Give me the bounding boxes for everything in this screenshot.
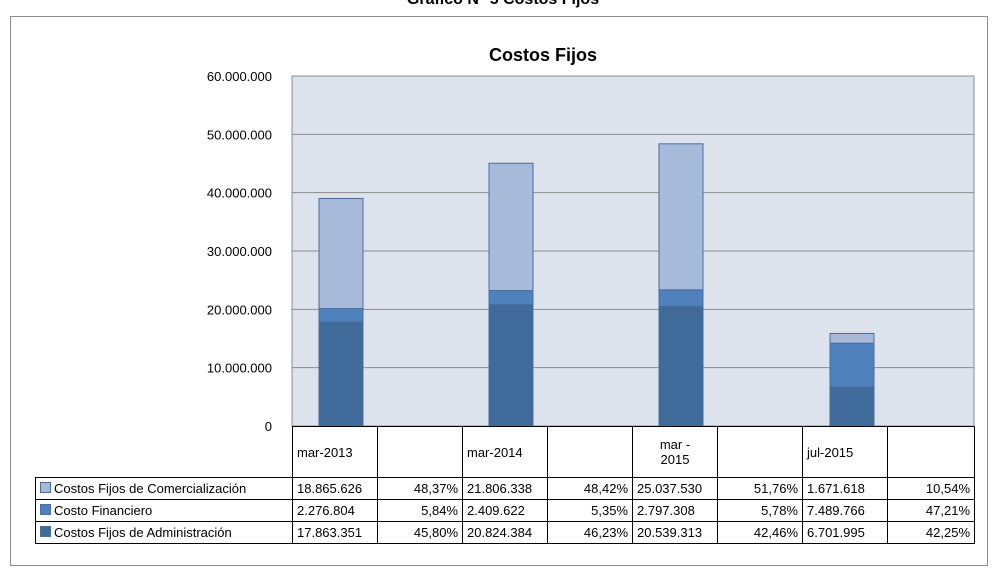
y-tick-label: 50.000.000 [207, 127, 272, 142]
percent-cell: 45,80% [377, 521, 463, 544]
bar-segment [829, 386, 875, 427]
bar-segment [488, 304, 534, 427]
value-cell: 7.489.766 [802, 499, 888, 522]
table-corner [36, 427, 293, 478]
y-tick-label: 0 [265, 419, 272, 434]
bar-segment [658, 143, 704, 291]
percent-cell: 5,84% [377, 499, 463, 522]
value-cell: 2.409.622 [462, 499, 548, 522]
percent-cell: 5,35% [547, 499, 633, 522]
series-legend: Costos Fijos de Administración [35, 521, 293, 544]
bar-segment [318, 321, 364, 427]
value-cell: 2.276.804 [292, 499, 378, 522]
y-tick-label: 40.000.000 [207, 186, 272, 201]
series-legend: Costos Fijos de Comercialización [35, 477, 293, 500]
legend-swatch [40, 482, 51, 493]
y-tick-label: 10.000.000 [207, 361, 272, 376]
bar-segment [829, 342, 875, 388]
percent-cell: 46,23% [547, 521, 633, 544]
legend-swatch [40, 526, 51, 537]
y-tick-label: 30.000.000 [207, 244, 272, 259]
percent-cell: 51,76% [717, 477, 803, 500]
empty-cell [377, 426, 463, 478]
percent-cell: 48,42% [547, 477, 633, 500]
table-row: Costos Fijos de Comercialización 18.865.6… [35, 477, 975, 500]
category-label: mar-2014 [462, 426, 548, 478]
value-cell: 25.037.530 [632, 477, 718, 500]
percent-cell: 42,25% [887, 521, 975, 544]
bar-segment [318, 197, 364, 310]
value-cell: 18.865.626 [292, 477, 378, 500]
value-cell: 20.824.384 [462, 521, 548, 544]
value-cell: 21.806.338 [462, 477, 548, 500]
bar-segment [658, 305, 704, 427]
empty-cell [547, 426, 633, 478]
bar-segment [488, 289, 534, 306]
bar-segment [829, 332, 875, 344]
value-cell: 6.701.995 [802, 521, 888, 544]
legend-swatch [40, 504, 51, 515]
percent-cell: 42,46% [717, 521, 803, 544]
bar-segment [488, 162, 534, 291]
empty-cell [887, 426, 975, 478]
chart-title: Costos Fijos [489, 45, 597, 65]
percent-cell: 10,54% [887, 477, 975, 500]
value-cell: 17.863.351 [292, 521, 378, 544]
table-row: Costo Financiero 2.276.804 5,84% 2.409.622 5… [35, 499, 975, 522]
value-cell: 1.671.618 [802, 477, 888, 500]
category-label: mar-2013 [292, 426, 378, 478]
series-legend: Costo Financiero [35, 499, 293, 522]
table-row: Costos Fijos de Administración 17.863.351… [35, 521, 975, 544]
page-title: Grafico N° 5 Costos Fijos [0, 0, 1006, 9]
value-cell: 2.797.308 [632, 499, 718, 522]
data-table: mar-2013 mar-2014 mar -2015 jul-2015 Costos … [35, 426, 975, 544]
y-tick-label: 20.000.000 [207, 302, 272, 317]
empty-cell [717, 426, 803, 478]
percent-cell: 48,37% [377, 477, 463, 500]
category-label: jul-2015 [802, 426, 888, 478]
category-label: mar -2015 [632, 426, 718, 478]
value-cell: 20.539.313 [632, 521, 718, 544]
percent-cell: 47,21% [887, 499, 975, 522]
y-tick-label: 60.000.000 [207, 69, 272, 84]
bar-segment [658, 289, 704, 307]
bar-segment [318, 308, 364, 323]
percent-cell: 5,78% [717, 499, 803, 522]
